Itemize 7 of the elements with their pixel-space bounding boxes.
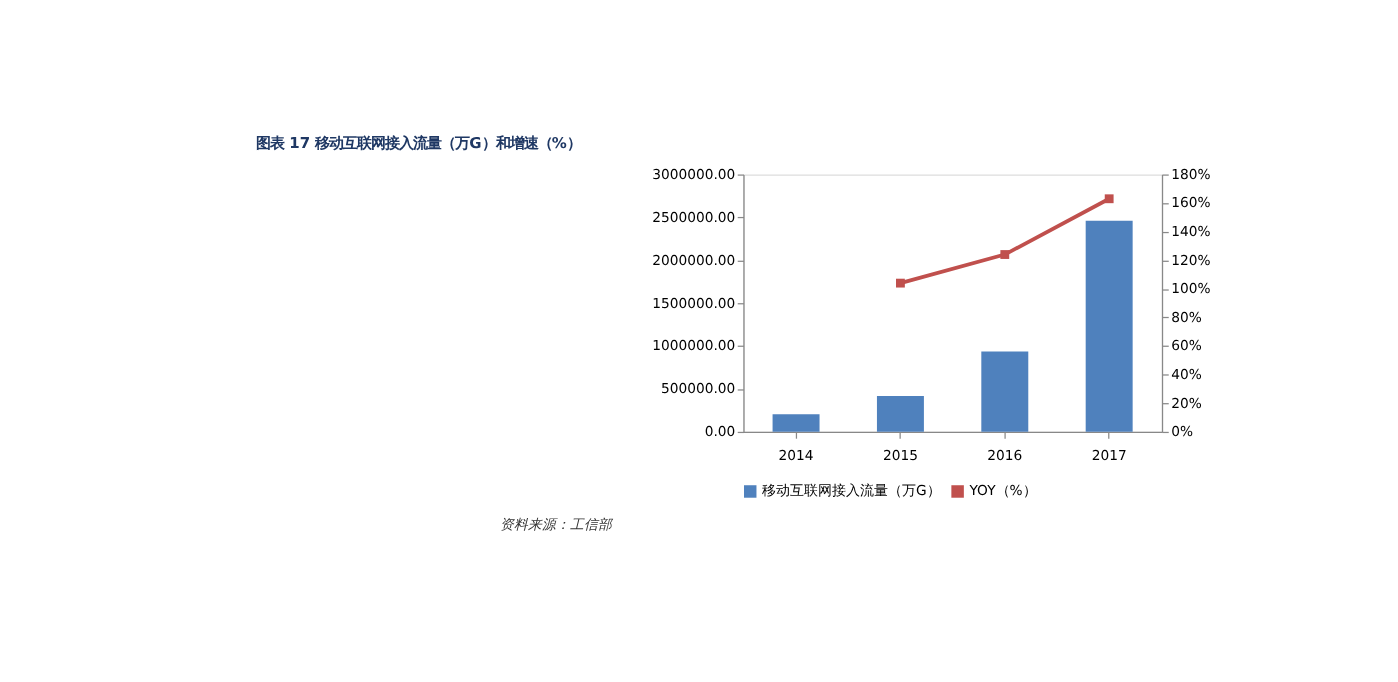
bar [772, 414, 820, 432]
bar [981, 351, 1029, 432]
point [896, 278, 905, 288]
point [1104, 194, 1114, 204]
bar [876, 395, 924, 432]
point [1000, 250, 1010, 259]
bar [1085, 220, 1133, 432]
